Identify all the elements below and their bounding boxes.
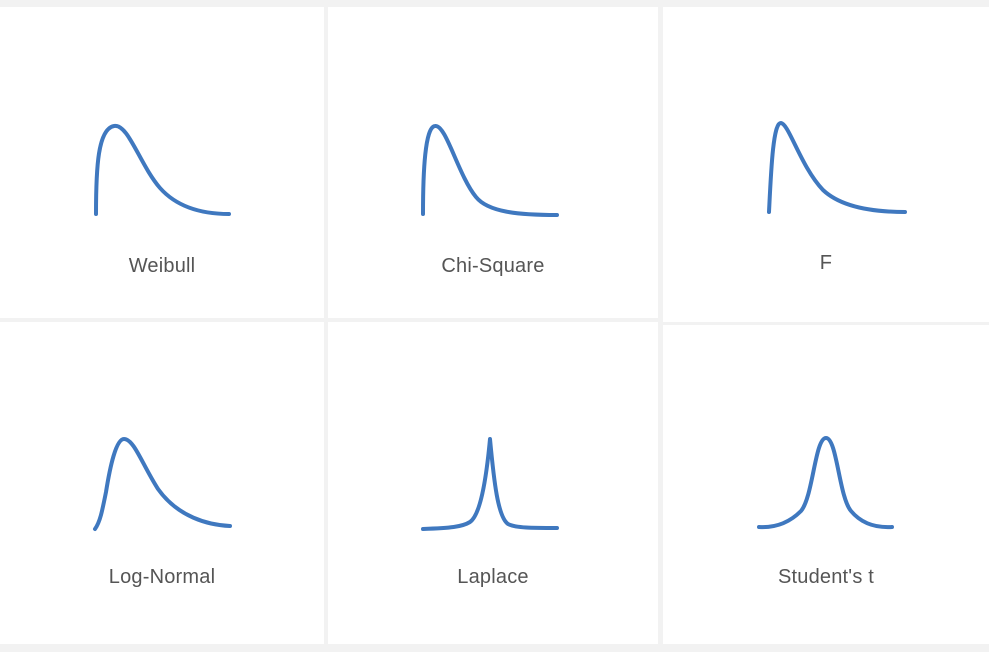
weibull-curve-icon bbox=[94, 124, 231, 216]
chi-square-curve-icon bbox=[421, 124, 559, 217]
distribution-tile-laplace[interactable]: Laplace bbox=[328, 322, 658, 644]
distribution-tile-students-t[interactable]: Student's t bbox=[663, 325, 989, 644]
distribution-label: Chi-Square bbox=[441, 255, 545, 277]
distribution-tile-chi-square[interactable]: Chi-Square bbox=[328, 7, 658, 318]
distribution-label: Laplace bbox=[457, 566, 529, 588]
log-normal-curve-icon bbox=[93, 437, 232, 531]
students-t-curve-icon bbox=[757, 436, 894, 530]
distribution-label: Log-Normal bbox=[108, 566, 216, 588]
distribution-tile-weibull[interactable]: Weibull bbox=[0, 7, 324, 318]
laplace-curve-icon bbox=[421, 437, 559, 531]
distribution-tile-f[interactable]: F bbox=[663, 7, 989, 322]
distribution-label: Weibull bbox=[128, 255, 196, 277]
f-distribution-curve-icon bbox=[767, 121, 907, 214]
distribution-label: Student's t bbox=[777, 566, 875, 588]
distribution-label: F bbox=[819, 252, 833, 274]
distribution-tile-log-normal[interactable]: Log-Normal bbox=[0, 322, 324, 644]
